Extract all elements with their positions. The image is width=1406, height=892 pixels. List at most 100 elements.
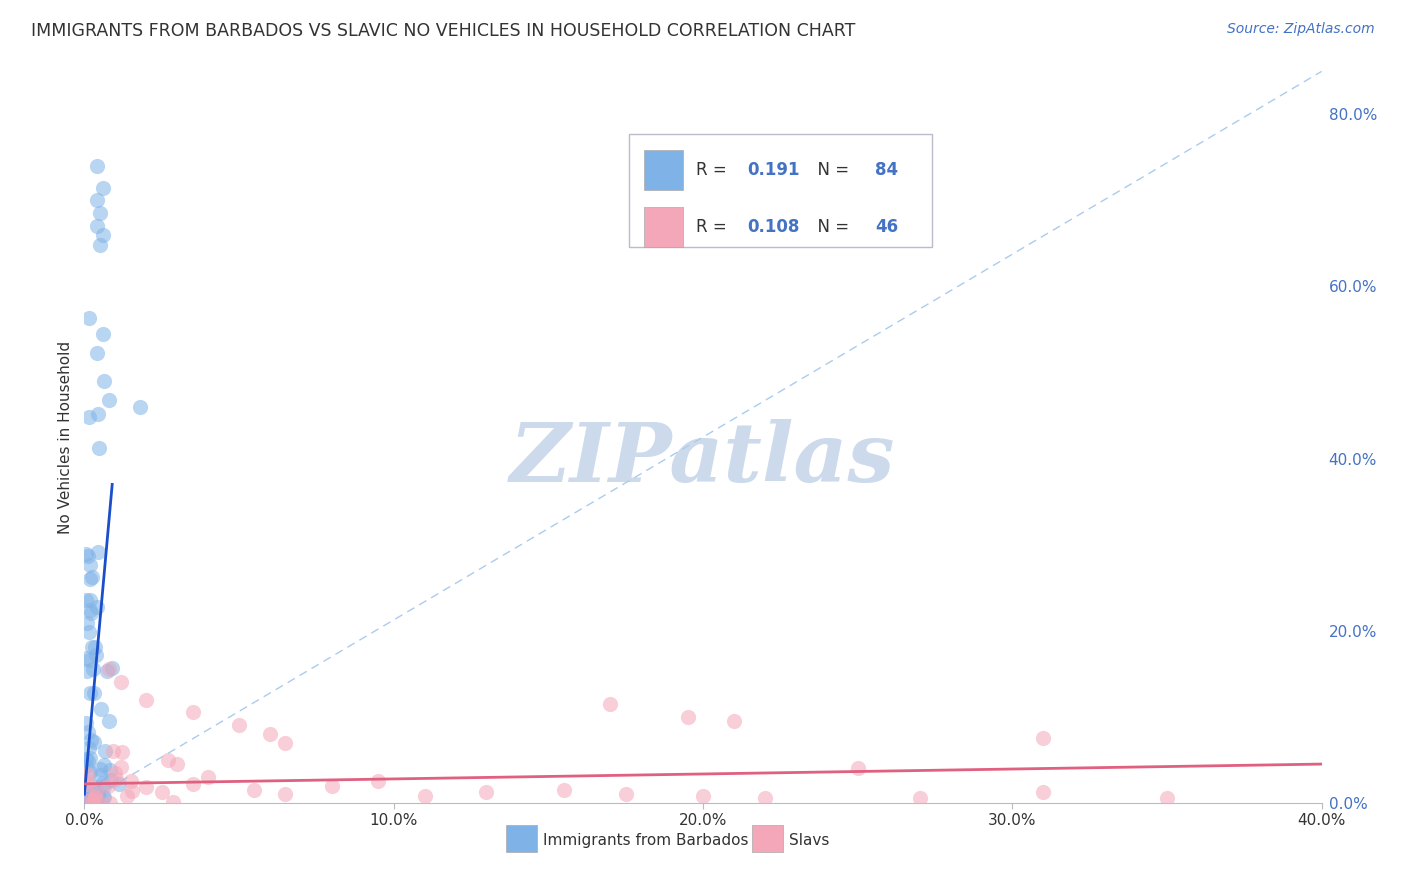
Point — [94, 744, 117, 758]
Point — [91, 775, 114, 789]
Point — [77, 784, 100, 798]
Text: 0.108: 0.108 — [748, 218, 800, 236]
Point — [553, 783, 575, 797]
Point — [274, 735, 297, 749]
FancyBboxPatch shape — [644, 150, 683, 191]
Point — [228, 718, 250, 732]
Point — [75, 758, 97, 772]
Point — [76, 782, 98, 797]
Text: 84: 84 — [875, 161, 898, 179]
Point — [91, 180, 114, 194]
Point — [908, 790, 931, 805]
Point — [80, 779, 103, 793]
Point — [80, 796, 103, 810]
Point — [723, 714, 745, 728]
Point — [80, 791, 103, 805]
Point — [156, 753, 179, 767]
Point — [77, 625, 100, 640]
Point — [475, 785, 498, 799]
Point — [89, 795, 111, 809]
Point — [80, 793, 103, 807]
Point — [166, 757, 188, 772]
Text: Source: ZipAtlas.com: Source: ZipAtlas.com — [1227, 22, 1375, 37]
Point — [76, 767, 98, 781]
Point — [77, 310, 100, 325]
Point — [104, 765, 127, 780]
Point — [162, 795, 184, 809]
Point — [76, 616, 98, 631]
Point — [90, 702, 112, 716]
Point — [321, 779, 343, 793]
Point — [76, 547, 98, 561]
Text: Slavs: Slavs — [789, 833, 830, 847]
Point — [243, 783, 266, 797]
Point — [89, 762, 111, 776]
Point — [80, 640, 103, 655]
Point — [77, 653, 100, 667]
Point — [105, 772, 128, 787]
FancyBboxPatch shape — [644, 207, 683, 247]
Point — [75, 716, 97, 731]
Text: 0.191: 0.191 — [748, 161, 800, 179]
Point — [93, 757, 115, 772]
Text: IMMIGRANTS FROM BARBADOS VS SLAVIC NO VEHICLES IN HOUSEHOLD CORRELATION CHART: IMMIGRANTS FROM BARBADOS VS SLAVIC NO VE… — [31, 22, 855, 40]
Point — [73, 792, 96, 806]
Point — [79, 606, 101, 620]
Point — [84, 789, 107, 803]
Point — [846, 761, 869, 775]
Point — [79, 572, 101, 586]
Point — [181, 777, 204, 791]
Point — [1032, 785, 1054, 799]
Point — [110, 745, 132, 759]
Point — [86, 600, 108, 615]
Point — [100, 772, 122, 787]
Text: N =: N = — [807, 161, 855, 179]
Point — [77, 741, 100, 756]
Point — [676, 710, 699, 724]
Point — [76, 774, 98, 789]
Point — [108, 777, 131, 791]
Point — [614, 787, 637, 801]
Point — [91, 327, 114, 342]
Point — [150, 785, 173, 799]
Point — [86, 789, 108, 803]
Point — [89, 238, 111, 252]
Point — [83, 734, 105, 748]
Text: R =: R = — [696, 218, 731, 236]
Point — [274, 787, 297, 801]
Point — [1032, 731, 1054, 746]
Point — [75, 792, 97, 806]
Point — [82, 795, 104, 809]
Point — [87, 407, 110, 421]
Point — [75, 593, 97, 607]
Point — [135, 780, 157, 795]
Point — [197, 770, 219, 784]
Point — [86, 194, 108, 208]
Point — [79, 558, 101, 572]
Point — [82, 794, 104, 808]
Point — [79, 765, 101, 780]
Point — [101, 661, 124, 675]
Point — [1156, 791, 1178, 805]
Point — [121, 783, 143, 797]
Point — [76, 549, 98, 564]
Point — [77, 754, 100, 768]
Point — [97, 779, 120, 793]
Point — [692, 789, 714, 803]
Point — [93, 780, 115, 794]
Point — [110, 675, 132, 690]
Point — [120, 774, 142, 789]
Point — [89, 206, 111, 220]
Text: Immigrants from Barbados: Immigrants from Barbados — [543, 833, 748, 847]
Point — [84, 791, 107, 805]
Point — [84, 783, 107, 797]
Point — [413, 789, 436, 803]
Text: N =: N = — [807, 218, 855, 236]
Point — [87, 442, 110, 456]
Point — [86, 219, 108, 234]
Point — [79, 686, 101, 700]
Point — [80, 791, 103, 805]
Point — [76, 664, 98, 678]
Point — [79, 593, 101, 607]
Point — [76, 651, 98, 665]
